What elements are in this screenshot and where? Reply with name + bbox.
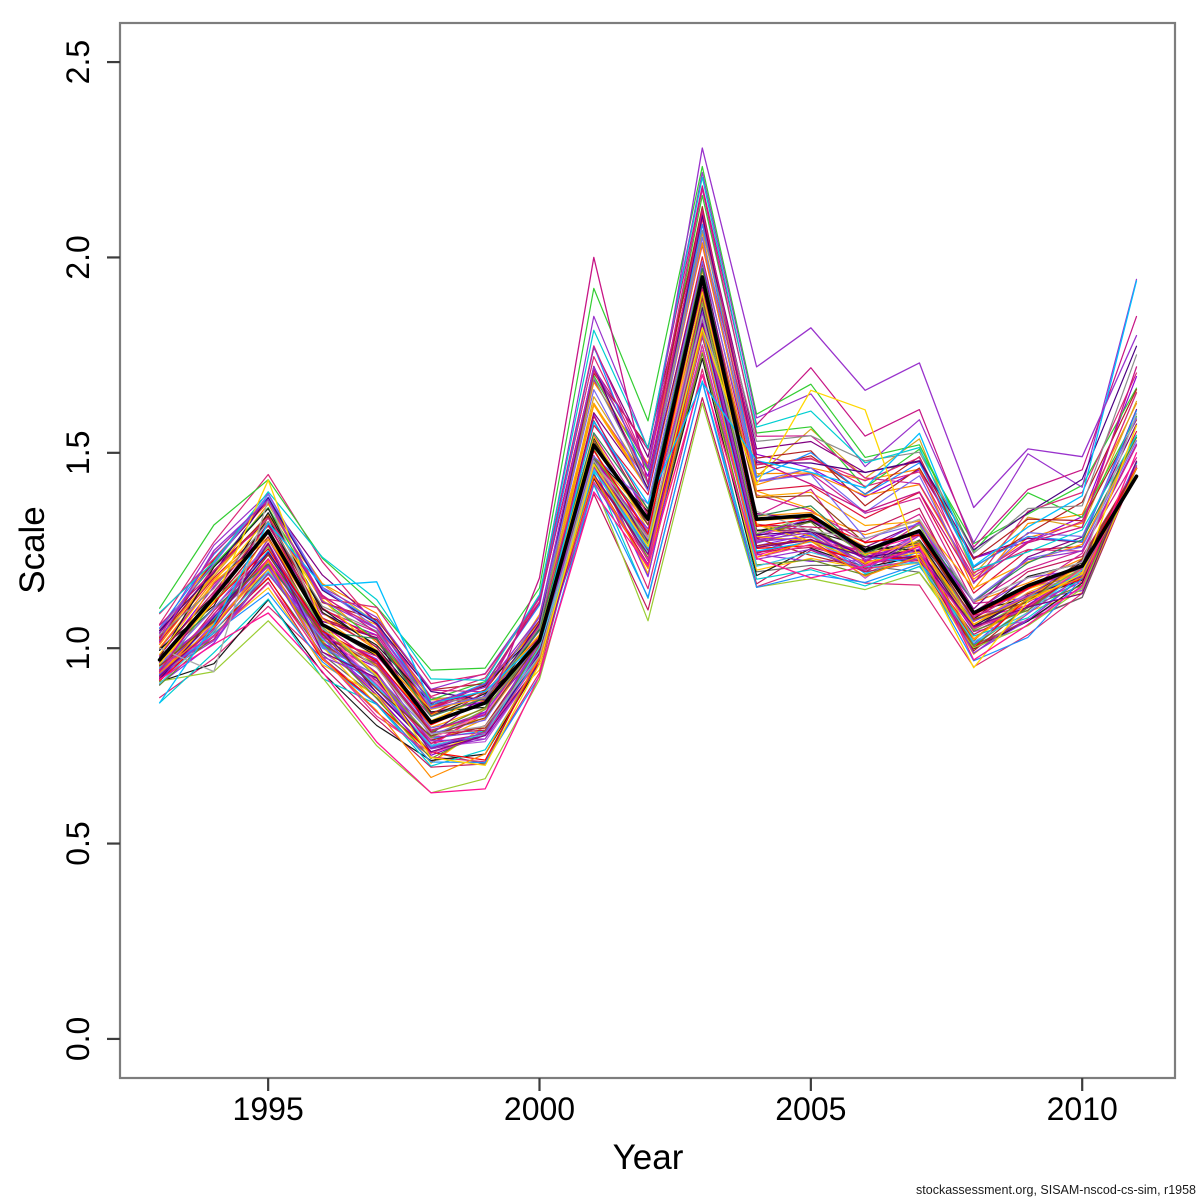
- ensemble-line: [159, 302, 1138, 739]
- x-tick-label: 2000: [504, 1091, 575, 1127]
- y-tick-label: 2.0: [60, 235, 96, 279]
- ensemble-line: [159, 262, 1138, 735]
- x-tick-label: 2010: [1047, 1091, 1118, 1127]
- x-tick-label: 1995: [233, 1091, 304, 1127]
- ensemble-line: [159, 260, 1138, 735]
- sim-cyan-line: [158, 280, 1138, 704]
- y-tick-label: 1.0: [60, 626, 96, 670]
- base-run-line: [157, 275, 1139, 725]
- ensemble-line: [159, 352, 1138, 760]
- ensemble-line: [159, 323, 1138, 753]
- ensemble-line: [159, 344, 1138, 754]
- y-tick-label: 0.0: [60, 1017, 96, 1061]
- sim-pink-low-line: [158, 374, 1138, 794]
- ensemble-line: [159, 320, 1138, 738]
- y-tick-label: 2.5: [60, 40, 96, 84]
- ensemble-line: [159, 165, 1138, 671]
- sim-purple-outlier-line: [158, 147, 1138, 704]
- y-axis-title: Scale: [13, 506, 52, 594]
- ensemble-line: [159, 176, 1138, 681]
- plot-box: [118, 21, 1177, 1080]
- y-tick-label: 1.5: [60, 431, 96, 475]
- ensemble-line: [159, 402, 1138, 794]
- sim-gray-line: [158, 315, 1138, 735]
- y-tick-label: 0.5: [60, 821, 96, 865]
- x-axis-title: Year: [612, 1138, 684, 1177]
- ensemble-line: [159, 279, 1138, 737]
- ensemble-line: [159, 291, 1138, 722]
- ensemble-line: [159, 351, 1138, 764]
- ensemble-line: [159, 185, 1138, 709]
- ensemble-line: [159, 304, 1138, 748]
- ensemble-line: [159, 312, 1138, 749]
- watermark-caption: stockassessment.org, SISAM-nscod-cs-sim,…: [916, 1183, 1196, 1197]
- ensemble-line: [159, 211, 1138, 706]
- ensemble-line: [159, 331, 1138, 779]
- ensemble-line: [159, 381, 1138, 764]
- x-tick-label: 2005: [775, 1091, 846, 1127]
